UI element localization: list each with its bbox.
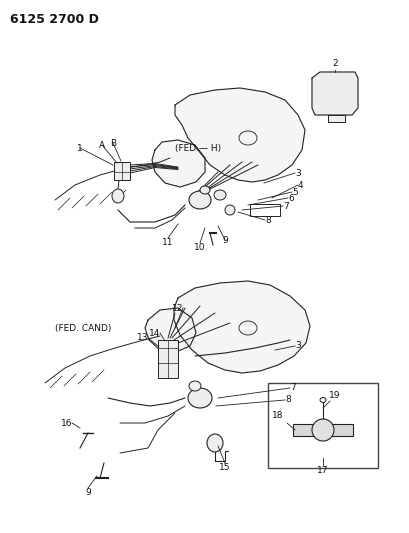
Text: 7: 7 [289,384,295,392]
Text: 4: 4 [297,181,303,190]
Text: 2: 2 [331,59,337,68]
Text: 8: 8 [284,395,290,405]
Text: 6125 2700 D: 6125 2700 D [10,13,99,26]
Text: 11: 11 [162,238,173,247]
Polygon shape [175,88,304,182]
Ellipse shape [238,321,256,335]
Polygon shape [152,140,204,187]
Text: 12: 12 [171,303,182,312]
Text: 10: 10 [194,243,205,252]
Ellipse shape [319,398,325,402]
Ellipse shape [225,205,234,215]
Polygon shape [173,281,309,373]
Polygon shape [311,72,357,115]
Text: 1: 1 [77,143,83,152]
Ellipse shape [188,388,211,408]
Text: 19: 19 [328,392,340,400]
Ellipse shape [238,131,256,145]
Text: 5: 5 [291,188,297,197]
Text: 7: 7 [282,201,288,211]
Text: 13: 13 [136,334,148,343]
Ellipse shape [213,190,225,200]
Ellipse shape [189,191,211,209]
Text: 16: 16 [61,418,72,427]
Bar [249,204,279,216]
Text: 14: 14 [148,328,160,337]
Text: (FED — H): (FED — H) [175,143,220,152]
Text: A: A [99,141,105,149]
Bar [267,383,377,468]
Ellipse shape [189,381,200,391]
Text: 9: 9 [85,488,91,497]
Text: 8: 8 [264,215,270,224]
Text: 3: 3 [294,342,300,351]
Ellipse shape [200,186,209,194]
Ellipse shape [207,434,222,452]
Text: 9: 9 [222,236,227,245]
Text: 6: 6 [287,193,293,203]
Bar [292,424,352,436]
Text: 3: 3 [294,168,300,177]
Polygon shape [327,115,344,122]
Text: (FED. CAND): (FED. CAND) [55,324,111,333]
Bar [114,162,130,180]
Text: B: B [110,139,116,148]
Ellipse shape [311,419,333,441]
Text: 15: 15 [219,463,230,472]
Polygon shape [145,308,196,352]
Ellipse shape [112,189,124,203]
Text: 17: 17 [317,466,328,475]
Text: 18: 18 [272,411,283,421]
Bar [157,340,178,378]
